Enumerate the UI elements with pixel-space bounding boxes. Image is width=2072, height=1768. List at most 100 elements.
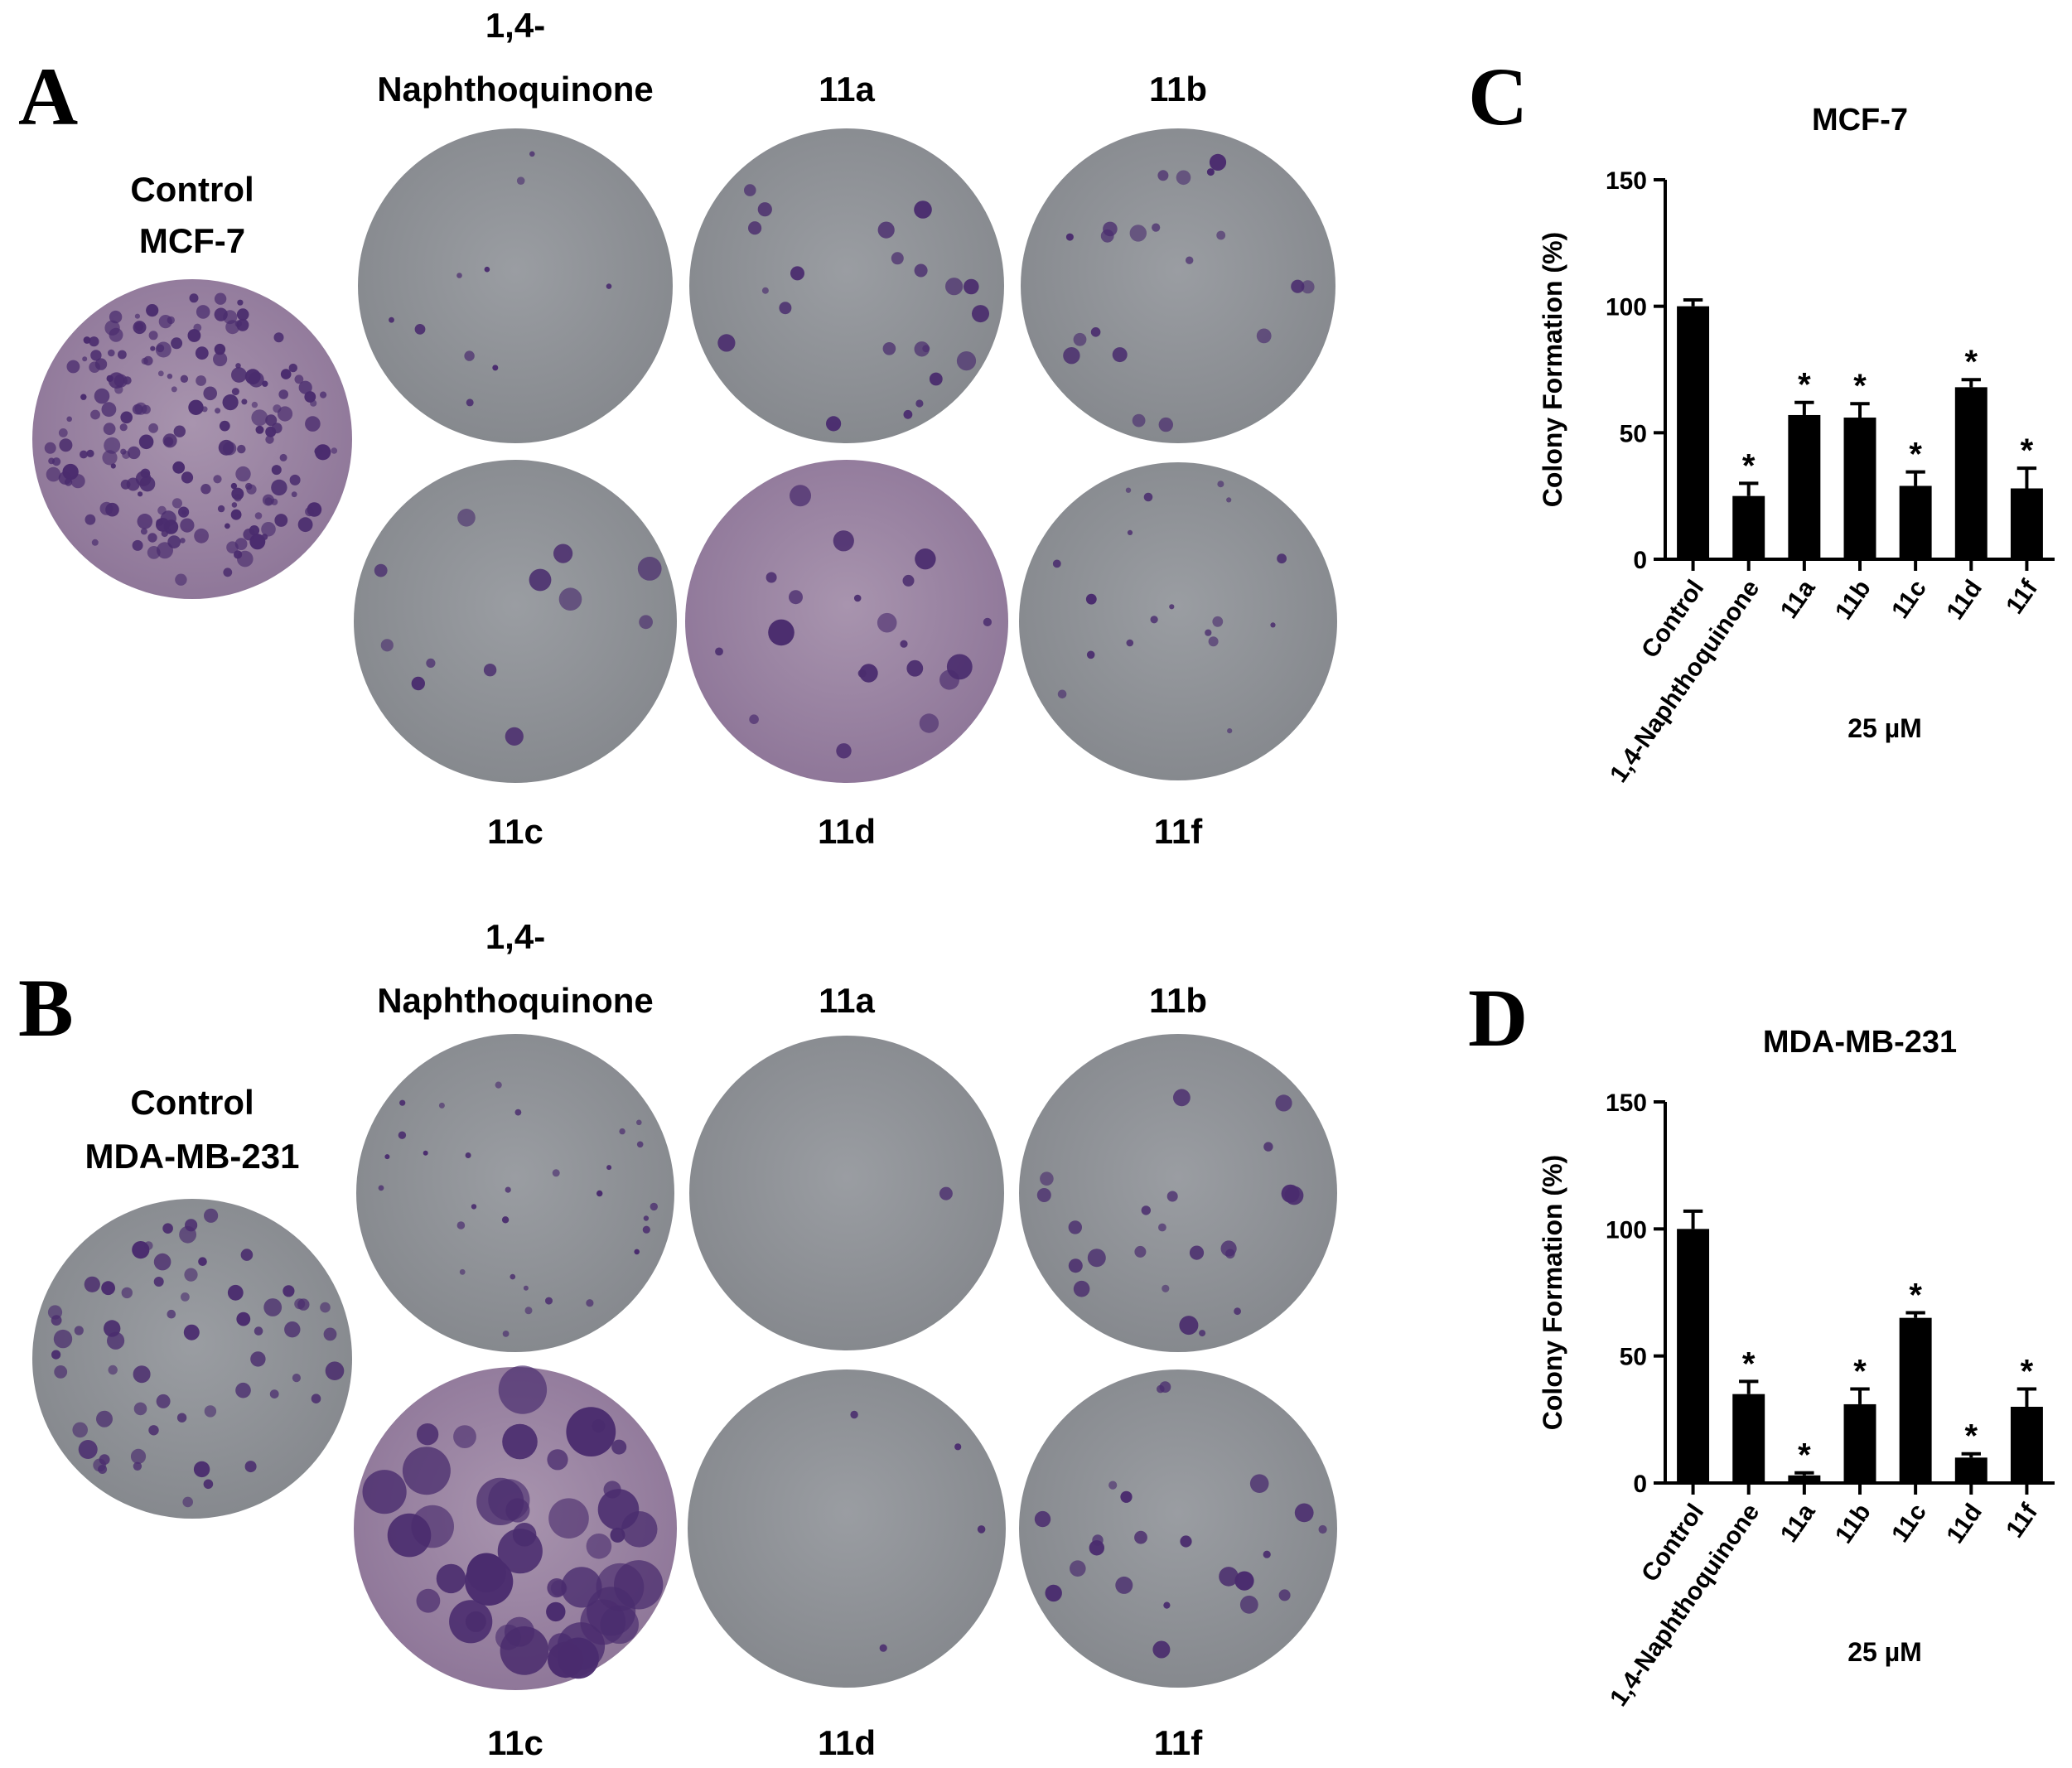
colony-dot bbox=[946, 654, 973, 680]
colony-dot bbox=[637, 557, 662, 581]
colony-dot bbox=[162, 1223, 173, 1234]
bar bbox=[2010, 488, 2043, 559]
colony-dot bbox=[241, 399, 248, 405]
colony-dot bbox=[214, 343, 226, 355]
colony-dot bbox=[201, 406, 208, 413]
bar bbox=[1843, 418, 1876, 559]
x-tick-label: 11a bbox=[1775, 1499, 1821, 1548]
colony-dot bbox=[171, 498, 182, 509]
colony-dot bbox=[90, 409, 100, 420]
colony-dot bbox=[1134, 1530, 1147, 1544]
y-tick-label: 150 bbox=[1606, 167, 1647, 195]
colony-dot bbox=[1217, 481, 1224, 488]
colony-dot bbox=[109, 327, 123, 342]
panel-letter-d: D bbox=[1468, 972, 1528, 1064]
plate-mcf7-11f bbox=[1019, 462, 1337, 780]
x-axis-label: 25 µM bbox=[1847, 1637, 1922, 1667]
colony-dot bbox=[90, 350, 102, 361]
bar bbox=[1899, 485, 1932, 559]
colony-dot bbox=[225, 523, 230, 529]
colony-dot bbox=[1206, 168, 1215, 176]
colony-dot bbox=[254, 1326, 263, 1336]
colony-dot bbox=[107, 1331, 125, 1350]
colony-dot bbox=[234, 494, 242, 502]
colony-dot bbox=[85, 514, 96, 525]
colony-dot bbox=[1199, 1330, 1206, 1337]
colony-dot bbox=[265, 414, 278, 427]
plate-mcf7-11b bbox=[1021, 128, 1335, 443]
colony-dot bbox=[236, 308, 249, 321]
colony-dot bbox=[314, 447, 323, 456]
colony-dot bbox=[779, 302, 792, 315]
colony-dot bbox=[74, 1326, 84, 1336]
plate-label-naphtho-line1: 1,4- bbox=[485, 6, 545, 45]
x-tick-label: 11a bbox=[1775, 575, 1821, 624]
colony-dot bbox=[291, 491, 297, 498]
colony-dot bbox=[956, 351, 977, 371]
colony-dot bbox=[156, 518, 170, 532]
colony-dot bbox=[148, 331, 158, 341]
colony-dot bbox=[524, 1307, 533, 1315]
colony-dot bbox=[167, 1309, 176, 1319]
colony-dot bbox=[1212, 616, 1224, 627]
colony-dot bbox=[173, 425, 186, 437]
plate-control-mcf7 bbox=[32, 279, 352, 599]
colony-dot bbox=[311, 1394, 321, 1403]
plate-mcf7-naphthoquinone bbox=[358, 128, 673, 443]
colony-dot bbox=[236, 1312, 251, 1326]
colony-dot bbox=[181, 471, 194, 484]
y-tick-label: 0 bbox=[1633, 547, 1647, 574]
colony-dot bbox=[1108, 1481, 1118, 1490]
colony-dot bbox=[466, 1553, 506, 1592]
colony-dot bbox=[757, 202, 772, 217]
colony-dot bbox=[529, 151, 535, 157]
control-label-mda-line2: MDA-MB-231 bbox=[85, 1137, 299, 1176]
colony-dot bbox=[157, 370, 164, 377]
colony-dot bbox=[1227, 728, 1233, 734]
colony-dot bbox=[914, 263, 928, 278]
colony-dot bbox=[196, 375, 206, 386]
bar bbox=[1788, 1475, 1821, 1483]
significance-mark: * bbox=[1909, 437, 1922, 473]
colony-dot bbox=[89, 336, 99, 347]
colony-dot bbox=[915, 399, 924, 408]
colony-dot bbox=[411, 1505, 454, 1548]
colony-dot bbox=[89, 361, 100, 373]
colony-dot bbox=[246, 484, 257, 495]
colony-dot bbox=[277, 406, 293, 422]
colony-dot bbox=[766, 572, 777, 583]
colony-dot bbox=[877, 221, 895, 239]
colony-dot bbox=[414, 324, 426, 335]
significance-mark: * bbox=[1798, 1437, 1811, 1474]
colony-dot bbox=[289, 474, 301, 485]
colony-dot bbox=[193, 1461, 210, 1478]
plate-label-b-11d: 11d bbox=[818, 1723, 876, 1762]
colony-dot bbox=[501, 1216, 510, 1224]
colony-dot bbox=[558, 1637, 599, 1679]
plate-mda-11c bbox=[354, 1365, 677, 1690]
colony-dot bbox=[185, 1219, 198, 1232]
colony-dot bbox=[94, 388, 110, 404]
colony-dot bbox=[505, 727, 524, 746]
colony-dot bbox=[561, 1567, 602, 1608]
colony-dot bbox=[545, 1297, 553, 1305]
panel-letter-c: C bbox=[1468, 51, 1528, 143]
colony-dot bbox=[128, 446, 141, 460]
colony-dot bbox=[213, 351, 228, 367]
colony-dot bbox=[189, 293, 199, 303]
colony-dot bbox=[514, 1109, 522, 1116]
colony-dot bbox=[180, 374, 189, 383]
bar bbox=[1677, 1229, 1710, 1483]
colony-dot bbox=[1065, 233, 1074, 241]
colony-dot bbox=[251, 409, 268, 426]
colony-dot bbox=[457, 509, 476, 527]
colony-dot bbox=[98, 1465, 108, 1474]
colony-dot bbox=[512, 1523, 537, 1547]
colony-dot bbox=[749, 714, 759, 724]
colony-dot bbox=[147, 533, 157, 543]
colony-dot bbox=[606, 283, 612, 289]
colony-dot bbox=[254, 512, 263, 519]
colony-dot bbox=[262, 494, 274, 506]
